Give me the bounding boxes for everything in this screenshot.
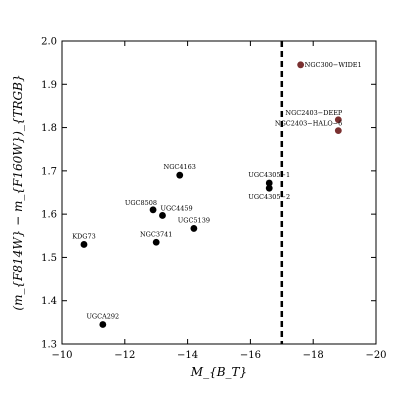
- y-tick-label: 1.7: [41, 166, 57, 177]
- data-point: [265, 179, 273, 187]
- point-label: UGC5139: [178, 216, 210, 224]
- y-tick-label: 1.9: [41, 80, 57, 91]
- y-tick-label: 1.3: [41, 340, 57, 351]
- point-label: UGC4305−2: [248, 193, 290, 201]
- x-axis-label: M_{B_T}: [190, 365, 247, 379]
- data-point: [159, 212, 166, 219]
- y-tick-label: 1.6: [41, 210, 57, 221]
- data-point: [99, 321, 107, 328]
- point-label: KDG73: [72, 232, 96, 240]
- point-label: UGCA292: [86, 313, 119, 321]
- data-point: [334, 127, 342, 135]
- point-label: NGC300−WIDE1: [305, 61, 362, 69]
- point-label: NGC2403−DEEP: [285, 109, 343, 117]
- y-tick-label: 1.4: [41, 296, 57, 307]
- x-tick-label: −10: [51, 350, 72, 361]
- point-label: NGC4163: [164, 163, 196, 171]
- point-label: UGC8508: [125, 199, 157, 207]
- data-point: [297, 61, 305, 69]
- y-axis-label: (m_{F814W} − m_{F160W})_{TRGB}: [11, 74, 25, 310]
- data-point: [334, 116, 342, 124]
- data-point: [176, 171, 184, 179]
- point-label: NGC3741: [140, 230, 172, 238]
- data-point: [149, 206, 157, 214]
- y-tick-label: 1.8: [41, 123, 57, 134]
- y-tick-label: 1.5: [41, 253, 57, 264]
- data-point: [265, 184, 273, 192]
- x-tick-label: −14: [177, 350, 198, 361]
- point-label: UGC4305−1: [248, 171, 290, 179]
- y-tick-label: 2.0: [41, 37, 57, 48]
- point-label: NGC2403−HALO−6: [275, 120, 342, 128]
- data-point: [152, 238, 160, 246]
- x-tick-label: −16: [240, 350, 261, 361]
- point-label: UGC4459: [160, 204, 192, 212]
- plot-frame: [61, 40, 377, 345]
- x-tick-label: −12: [114, 350, 135, 361]
- data-point: [190, 225, 198, 232]
- x-tick-label: −20: [365, 350, 386, 361]
- data-point: [80, 241, 88, 248]
- x-tick-label: −18: [303, 350, 324, 361]
